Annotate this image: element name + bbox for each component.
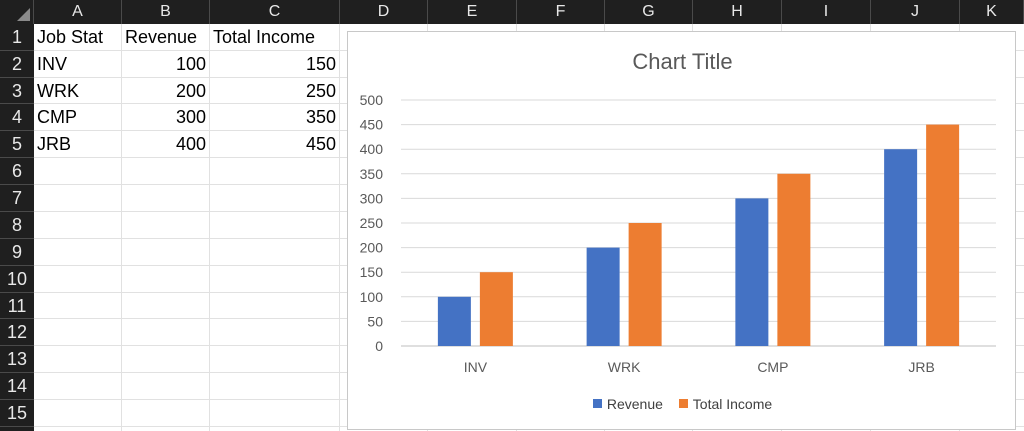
y-tick-label: 0 [375, 338, 383, 354]
column-header-d[interactable]: D [340, 0, 428, 24]
bar-revenue-jrb [884, 149, 918, 346]
row-header-7[interactable]: 7 [0, 185, 34, 212]
cell-b5[interactable]: 400 [175, 134, 206, 154]
cell-a4[interactable]: CMP [37, 107, 77, 127]
gridline-vertical [209, 24, 210, 431]
row-header-10[interactable]: 10 [0, 266, 34, 293]
y-tick-label: 300 [360, 190, 384, 206]
y-tick-label: 400 [360, 141, 384, 157]
cell-c4[interactable]: 350 [305, 107, 336, 127]
cell-a3[interactable]: WRK [37, 81, 79, 101]
cell-b2[interactable]: 100 [175, 54, 206, 74]
gridline-vertical [121, 24, 122, 431]
column-header-j[interactable]: J [871, 0, 960, 24]
cell-a1[interactable]: Job Stat [37, 27, 104, 47]
bar-revenue-wrk [586, 247, 620, 346]
column-header-g[interactable]: G [605, 0, 693, 24]
cell-b4[interactable]: 300 [175, 107, 206, 127]
chart-plot: 0 50 100 150 200 250 300 350 400 450 500 INV WRK CMP J… [360, 92, 996, 375]
row-header-12[interactable]: 12 [0, 319, 34, 346]
y-tick-label: 200 [360, 240, 384, 256]
cell-c1[interactable]: Total Income [213, 27, 316, 47]
legend-label-revenue: Revenue [606, 395, 663, 412]
column-header-h[interactable]: H [693, 0, 782, 24]
select-all-icon [17, 8, 30, 21]
x-tick-label: CMP [757, 359, 788, 375]
select-all-button[interactable] [0, 0, 34, 24]
y-tick-label: 150 [360, 264, 384, 280]
row-header-13[interactable]: 13 [0, 346, 34, 373]
cell-c2[interactable]: 150 [305, 54, 336, 74]
row-header-9[interactable]: 9 [0, 239, 34, 266]
row-header-11[interactable]: 11 [0, 293, 34, 319]
row-header-14[interactable]: 14 [0, 373, 34, 400]
y-tick-label: 250 [360, 215, 384, 231]
bar-total-income-wrk [628, 223, 662, 346]
column-header-e[interactable]: E [428, 0, 517, 24]
bar-revenue-cmp [735, 198, 769, 346]
cell-a2[interactable]: INV [37, 54, 68, 74]
row-header-1[interactable]: 1 [0, 24, 34, 51]
column-header-a[interactable]: A [34, 0, 122, 24]
chart-legend[interactable]: Revenue Total Income [348, 395, 1017, 412]
bar-revenue-inv [437, 296, 471, 346]
x-tick-label: WRK [608, 359, 641, 375]
legend-swatch-total-income [678, 399, 688, 408]
cell-c5[interactable]: 450 [305, 134, 336, 154]
legend-item-revenue: Revenue [592, 395, 663, 412]
y-tick-label: 500 [360, 92, 384, 108]
column-header-c[interactable]: C [210, 0, 340, 24]
legend-item-total-income: Total Income [678, 395, 773, 412]
x-tick-label: INV [464, 359, 488, 375]
bar-total-income-cmp [777, 173, 811, 346]
y-tick-label: 100 [360, 289, 384, 305]
cell-a5[interactable]: JRB [37, 134, 72, 154]
row-header-4[interactable]: 4 [0, 104, 34, 131]
row-header-6[interactable]: 6 [0, 158, 34, 185]
row-header-3[interactable]: 3 [0, 78, 34, 104]
bar-total-income-jrb [926, 124, 960, 346]
y-tick-label: 50 [367, 313, 383, 329]
cell-b3[interactable]: 200 [175, 81, 206, 101]
cell-c3[interactable]: 250 [305, 81, 336, 101]
chart-title[interactable]: Chart Title [632, 49, 733, 74]
row-header-2[interactable]: 2 [0, 51, 34, 78]
row-header-8[interactable]: 8 [0, 212, 34, 239]
column-header-i[interactable]: I [782, 0, 871, 24]
legend-swatch-revenue [592, 399, 602, 408]
y-tick-label: 450 [360, 117, 384, 133]
column-header-b[interactable]: B [122, 0, 210, 24]
legend-label-total-income: Total Income [692, 395, 773, 412]
row-header-bar [0, 24, 34, 431]
y-tick-label: 350 [360, 166, 384, 182]
column-header-bar [0, 0, 1024, 24]
x-tick-label: JRB [908, 359, 934, 375]
column-header-k[interactable]: K [960, 0, 1024, 24]
bar-total-income-inv [479, 272, 513, 346]
row-header-15[interactable]: 15 [0, 400, 34, 427]
column-header-f[interactable]: F [517, 0, 605, 24]
cell-b1[interactable]: Revenue [125, 27, 198, 47]
chart[interactable]: Chart Title 0 50 100 150 200 250 300 350 400 450 5… [347, 31, 1016, 430]
gridline-vertical [339, 24, 340, 431]
row-header-5[interactable]: 5 [0, 131, 34, 158]
